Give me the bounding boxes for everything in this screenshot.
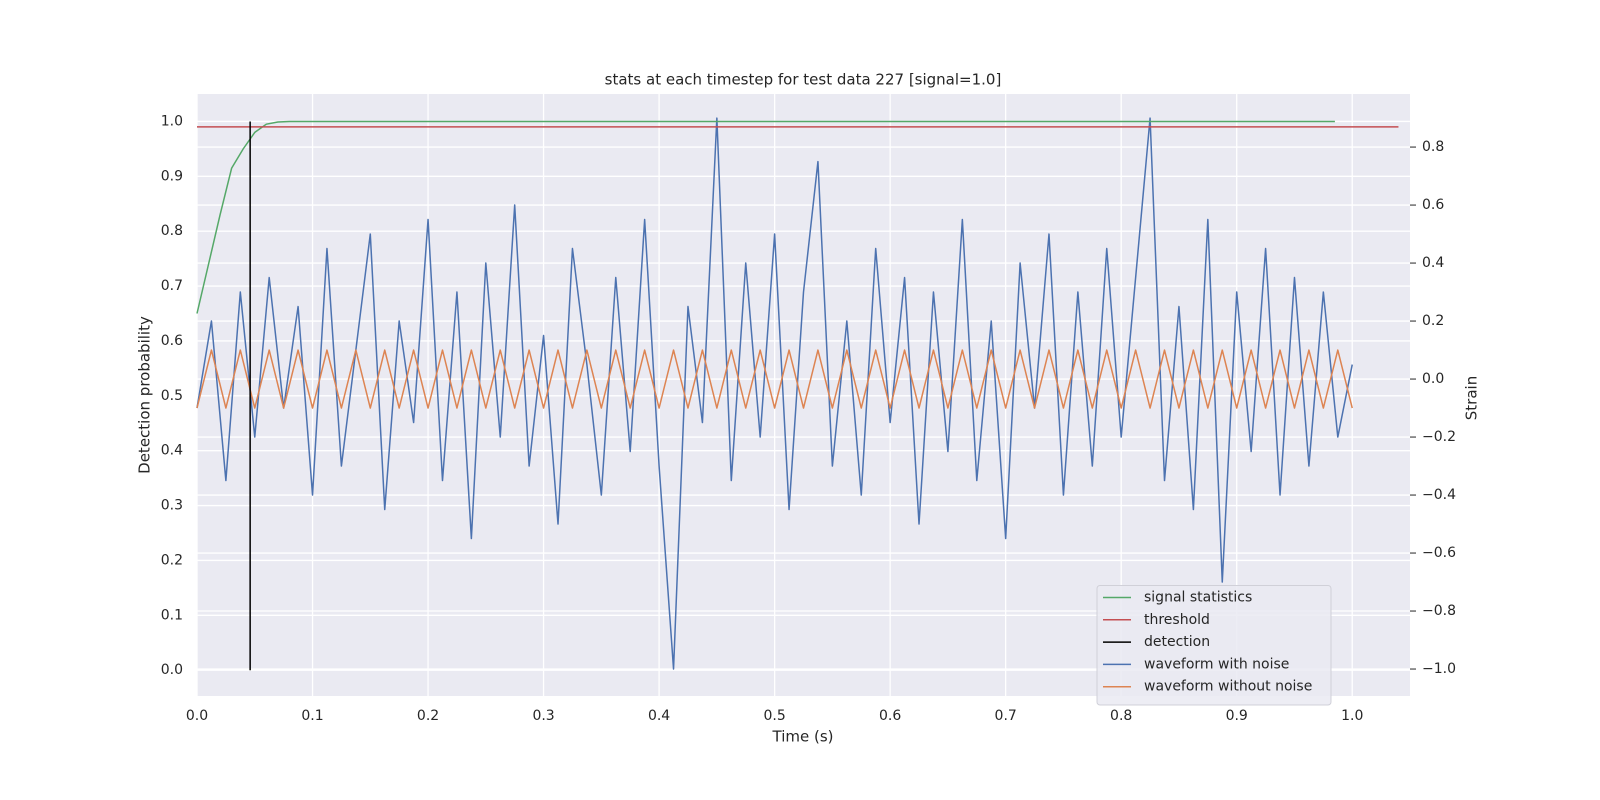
legend-label: signal statistics — [1144, 590, 1252, 606]
y-tick-label: 0.6 — [161, 333, 183, 349]
x-tick-label: 0.0 — [186, 708, 208, 724]
x-axis-label: Time (s) — [772, 728, 834, 746]
y2-tick-label: −0.6 — [1422, 545, 1456, 561]
y-tick-label: 0.9 — [161, 168, 183, 184]
legend-label: threshold — [1144, 612, 1210, 628]
series-line — [196, 117, 1353, 670]
legend: signal statistics threshold detection wavef… — [1096, 585, 1332, 706]
y-tick-label: 0.3 — [161, 498, 183, 514]
chart-title: stats at each timestep for test data 227… — [605, 71, 1002, 89]
y2-tick-label: −0.4 — [1422, 487, 1456, 503]
y2-tick-label: −0.8 — [1422, 603, 1456, 619]
y2-tick-label: 0.4 — [1422, 255, 1444, 271]
y-axis-label: Detection probability — [136, 316, 154, 474]
y-tick-label: 0.7 — [161, 278, 183, 294]
x-tick-label: 0.5 — [763, 708, 785, 724]
y2-tick-label: 0.8 — [1422, 139, 1444, 155]
y-tick-label: 1.0 — [161, 113, 183, 129]
x-tick-label: 0.4 — [648, 708, 670, 724]
y-tick-label: 0.4 — [161, 443, 183, 459]
y2-tick-label: 0.2 — [1422, 313, 1444, 329]
series-line — [196, 349, 1353, 409]
legend-label: waveform without noise — [1144, 679, 1312, 695]
y2-axis-label: Strain — [1463, 376, 1481, 420]
y-tick-label: 0.0 — [161, 662, 183, 678]
y2-tick-label: 0.6 — [1422, 197, 1444, 213]
x-tick-label: 0.3 — [532, 708, 554, 724]
y-tick-label: 0.2 — [161, 552, 183, 568]
x-tick-label: 0.9 — [1226, 708, 1248, 724]
y-tick-label: 0.1 — [161, 607, 183, 623]
legend-label: detection — [1144, 634, 1210, 650]
y-tick-label: 0.5 — [161, 388, 183, 404]
x-tick-label: 0.8 — [1110, 708, 1132, 724]
x-tick-label: 0.2 — [417, 708, 439, 724]
x-tick-label: 0.6 — [879, 708, 901, 724]
y2-tick-label: −0.2 — [1422, 429, 1456, 445]
y2-tick-label: −1.0 — [1422, 661, 1456, 677]
series-line — [196, 120, 1335, 314]
x-tick-label: 0.7 — [995, 708, 1017, 724]
legend-label: waveform with noise — [1144, 656, 1289, 672]
y2-tick-label: 0.0 — [1422, 371, 1444, 387]
x-tick-label: 0.1 — [301, 708, 323, 724]
legend-box — [1096, 585, 1332, 706]
y-tick-label: 0.8 — [161, 223, 183, 239]
x-tick-label: 1.0 — [1341, 708, 1363, 724]
